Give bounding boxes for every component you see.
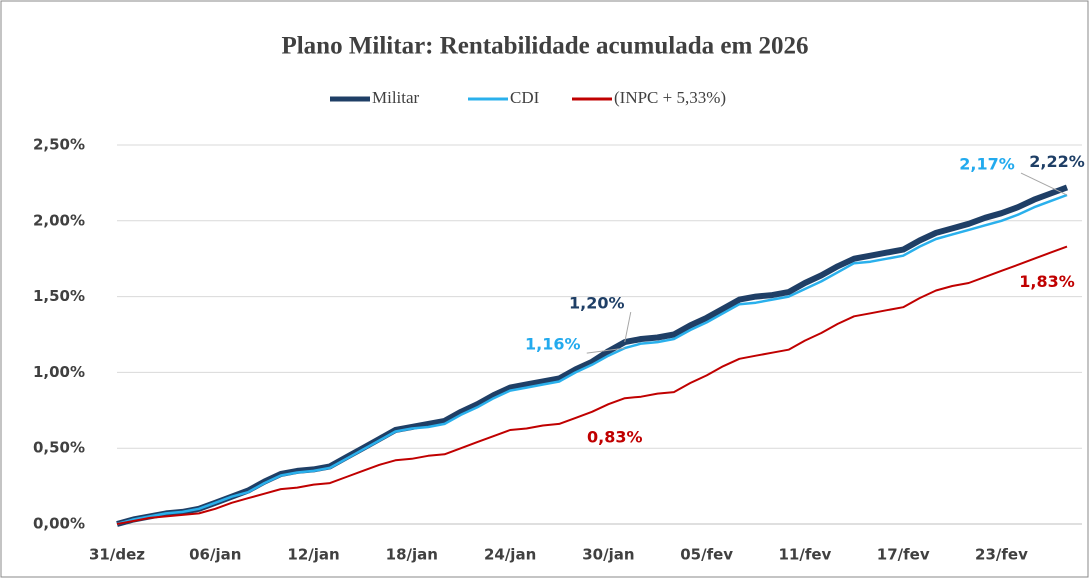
x-tick-label: 06/jan (189, 546, 241, 564)
series-line (116, 193, 1068, 526)
y-tick-label: 1,00% (33, 363, 85, 381)
legend-label: Militar (372, 88, 420, 107)
x-tick-label: 24/jan (484, 546, 536, 564)
leader-line (586, 347, 625, 354)
x-tick-label: 11/fev (779, 546, 832, 564)
y-tick-label: 2,00% (33, 211, 85, 229)
y-tick-label: 0,50% (33, 439, 85, 457)
x-tick-label: 18/jan (386, 546, 438, 564)
series-line (116, 245, 1068, 525)
y-tick-label: 2,50% (33, 136, 85, 154)
data-label: 2,17% (959, 155, 1015, 174)
data-label: 1,83% (1019, 272, 1075, 291)
x-tick-label: 05/fev (680, 546, 733, 564)
y-tick-label: 1,50% (33, 287, 85, 305)
chart-title: Plano Militar: Rentabilidade acumulada e… (281, 33, 808, 60)
x-tick-label: 12/jan (287, 546, 339, 564)
legend-label: (INPC + 5,33%) (614, 88, 726, 107)
data-label: 2,22% (1029, 152, 1085, 171)
data-label: 0,83% (587, 428, 643, 447)
x-tick-label: 23/fev (975, 546, 1028, 564)
x-tick-label: 30/jan (582, 546, 634, 564)
series-line (116, 184, 1069, 527)
x-tick-label: 31/dez (89, 546, 145, 564)
legend-label: CDI (510, 88, 540, 107)
leader-line (624, 311, 632, 343)
leader-line (1020, 172, 1068, 196)
data-label: 1,16% (525, 335, 581, 354)
x-tick-label: 17/fev (877, 546, 930, 564)
y-tick-label: 0,00% (33, 515, 85, 533)
data-label: 1,20% (569, 294, 625, 313)
